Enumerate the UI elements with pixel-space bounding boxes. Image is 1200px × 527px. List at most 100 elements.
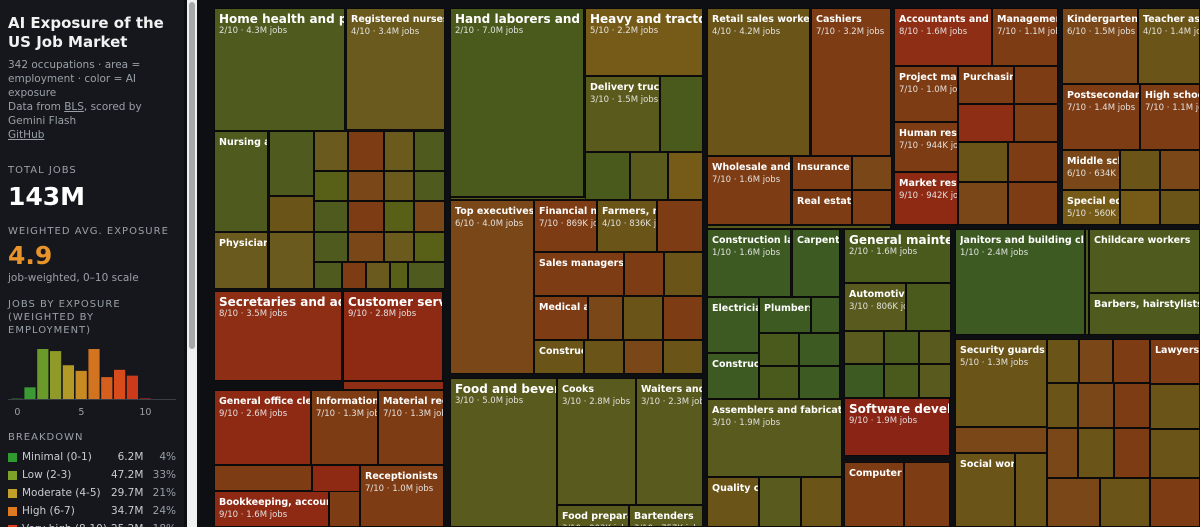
treemap-subtile[interactable] (414, 201, 445, 232)
treemap-subtile[interactable] (214, 465, 312, 491)
treemap-subtile[interactable] (919, 364, 951, 398)
treemap-subtile[interactable] (348, 201, 384, 232)
treemap-subtile[interactable] (668, 152, 703, 200)
treemap-tile-general-maintenance[interactable]: General maintenance and repair workers2/… (844, 229, 951, 283)
treemap-subtile[interactable] (884, 364, 919, 398)
treemap-tile-accountants[interactable]: Accountants and auditors 8/10 · 1.6M jobs (894, 8, 992, 66)
treemap-subtile[interactable] (799, 333, 840, 366)
treemap-subtile[interactable] (585, 152, 630, 200)
treemap-subtile[interactable] (657, 200, 703, 252)
treemap-subtile[interactable] (390, 262, 408, 289)
treemap-tile-wholesale[interactable]: Wholesale and manufacturing sales repres… (707, 156, 791, 225)
treemap-subtile[interactable] (384, 201, 414, 232)
treemap-tile-software-developers[interactable]: Software developers9/10 · 1.9M jobs (844, 398, 950, 456)
treemap-tile-construction-equipment[interactable]: Construction equipment operators (707, 353, 759, 399)
github-link[interactable]: GitHub (8, 129, 45, 141)
treemap-subtile[interactable] (1100, 478, 1150, 527)
treemap-subtile[interactable] (1014, 104, 1058, 142)
treemap-subtile[interactable] (314, 171, 348, 201)
treemap-subtile[interactable] (884, 331, 919, 364)
treemap-tile-kindergarten[interactable]: Kindergarten and elementary school teach… (1062, 8, 1138, 84)
treemap-subtile[interactable] (811, 297, 840, 333)
treemap-tile-carpenters[interactable]: Carpenters (792, 229, 840, 297)
treemap-subtile[interactable] (348, 171, 384, 201)
treemap-subtile[interactable] (414, 131, 445, 171)
treemap-subtile[interactable] (269, 232, 314, 289)
treemap-subtile[interactable] (342, 262, 366, 289)
treemap-tile-food-beverage[interactable]: Food and beverage serving workers3/10 · … (450, 378, 557, 527)
treemap-tile-home-health[interactable]: Home health and personal care aides2/10 … (214, 8, 345, 131)
treemap-subtile[interactable] (958, 104, 1014, 142)
treemap-subtile[interactable] (1120, 190, 1160, 225)
treemap-tile-farmers[interactable]: Farmers, ranchers 4/10 · 836K jobs (597, 200, 657, 252)
treemap-subtile[interactable] (1085, 229, 1089, 335)
treemap-subtile[interactable] (1014, 66, 1058, 104)
treemap-subtile[interactable] (707, 225, 891, 229)
treemap-subtile[interactable] (384, 131, 414, 171)
treemap-subtile[interactable] (852, 156, 892, 190)
treemap-tile-janitors[interactable]: Janitors and building cleaners 1/10 · 2.4… (955, 229, 1085, 335)
treemap-tile-financial-managers[interactable]: Financial managers 7/10 · 869K jobs (534, 200, 597, 252)
treemap-tile-information-clerks[interactable]: Information clerks 7/10 · 1.3M jobs (311, 390, 378, 465)
treemap-subtile[interactable] (624, 340, 663, 374)
treemap-subtile[interactable] (1113, 339, 1150, 383)
treemap-subtile[interactable] (759, 477, 801, 527)
treemap-subtile[interactable] (663, 296, 703, 340)
treemap-tile-project-management[interactable]: Project management specialists 7/10 · 1.0… (894, 66, 958, 122)
treemap-subtile[interactable] (1047, 383, 1078, 428)
treemap-tile-postsecondary[interactable]: Postsecondary teachers 7/10 · 1.4M jobs (1062, 84, 1140, 150)
treemap-subtile[interactable] (348, 131, 384, 171)
treemap-subtile[interactable] (630, 152, 668, 200)
treemap-subtile[interactable] (759, 366, 799, 399)
treemap-subtile[interactable] (588, 296, 623, 340)
treemap-tile-construction-laborers[interactable]: Construction laborers 1/10 · 1.6M jobs (707, 229, 791, 297)
treemap-subtile[interactable] (1047, 478, 1100, 527)
treemap-tile-quality-control[interactable]: Quality control inspectors (707, 477, 759, 527)
treemap-subtile[interactable] (663, 340, 703, 374)
treemap-subtile[interactable] (384, 171, 414, 201)
treemap-tile-waiters[interactable]: Waiters and waitresses 3/10 · 2.3M jobs (636, 378, 703, 505)
treemap-subtile[interactable] (584, 340, 624, 374)
treemap-tile-physicians[interactable]: Physicians and surgeons (214, 232, 268, 289)
treemap-subtile[interactable] (314, 201, 348, 232)
treemap-subtile[interactable] (1120, 150, 1160, 190)
treemap-tile-childcare[interactable]: Childcare workers (1089, 229, 1200, 293)
treemap-subtile[interactable] (1047, 339, 1079, 383)
treemap-tile-electricians[interactable]: Electricians (707, 297, 759, 353)
treemap-subtile[interactable] (366, 262, 390, 289)
treemap-tile-receptionists[interactable]: Receptionists 7/10 · 1.0M jobs (360, 465, 444, 527)
treemap-tile-management-analysts[interactable]: Management analysts 7/10 · 1.1M jobs (992, 8, 1058, 66)
treemap-subtile[interactable] (1150, 478, 1200, 527)
treemap-subtile[interactable] (408, 262, 445, 289)
treemap-tile-customer-service[interactable]: Customer service representatives9/10 · 2… (343, 291, 443, 381)
treemap-subtile[interactable] (664, 252, 703, 296)
treemap-subtile[interactable] (1015, 453, 1047, 527)
treemap-tile-teacher-assistants[interactable]: Teacher assistants 4/10 · 1.4M jobs (1138, 8, 1200, 84)
treemap-tile-material-recording[interactable]: Material recording clerks 7/10 · 1.3M job… (378, 390, 444, 465)
treemap-tile-delivery-truck[interactable]: Delivery truck drivers 3/10 · 1.5M jobs (585, 76, 660, 152)
treemap-subtile[interactable] (1078, 383, 1114, 428)
treemap-subtile[interactable] (624, 252, 664, 296)
treemap-tile-insurance-sales[interactable]: Insurance sales agents (792, 156, 852, 190)
treemap-subtile[interactable] (414, 232, 445, 262)
treemap-tile-assemblers[interactable]: Assemblers and fabricators 3/10 · 1.9M jo… (707, 399, 842, 477)
treemap-tile-construction-managers[interactable]: Construction managers (534, 340, 584, 374)
bls-link[interactable]: BLS (64, 101, 84, 113)
treemap-tile-general-office[interactable]: General office clerks 9/10 · 2.6M jobs (214, 390, 311, 465)
treemap-tile-social-workers[interactable]: Social workers (955, 453, 1015, 527)
treemap-tile-computer-support[interactable]: Computer support specialists (844, 462, 904, 527)
treemap-tile-cooks[interactable]: Cooks 3/10 · 2.8M jobs (557, 378, 636, 505)
treemap-subtile[interactable] (269, 131, 314, 196)
treemap-subtile[interactable] (852, 190, 892, 225)
sidebar-scrollbar-thumb[interactable] (189, 2, 195, 349)
treemap-subtile[interactable] (759, 333, 799, 366)
treemap-subtile[interactable] (1078, 428, 1114, 478)
treemap-subtile[interactable] (660, 76, 703, 152)
treemap-subtile[interactable] (904, 462, 950, 527)
treemap-tile-automotive[interactable]: Automotive service technicians 3/10 · 806… (844, 283, 906, 331)
treemap-subtile[interactable] (801, 477, 842, 527)
treemap-subtile[interactable] (958, 182, 1008, 225)
treemap-subtile[interactable] (384, 232, 414, 262)
treemap-subtile[interactable] (623, 296, 663, 340)
treemap-tile-security-guards[interactable]: Security guards and gambling surveillanc… (955, 339, 1047, 427)
